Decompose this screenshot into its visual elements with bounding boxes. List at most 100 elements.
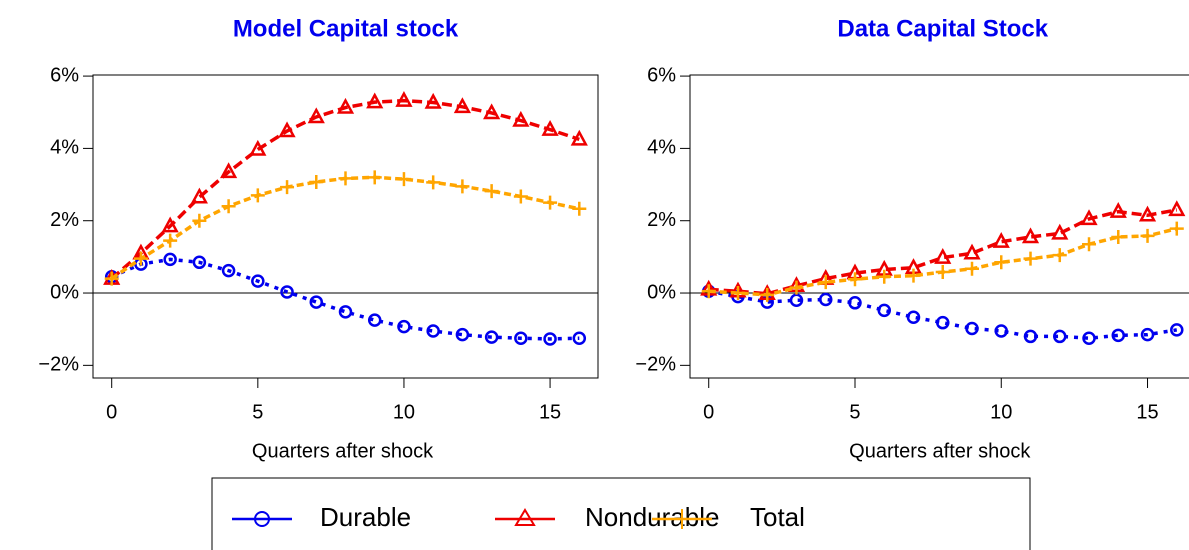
marker-triangle <box>570 129 588 146</box>
marker-triangle <box>336 97 355 114</box>
marker-circle <box>965 321 979 336</box>
marker-circle <box>221 263 236 278</box>
marker-circle <box>1053 329 1067 344</box>
marker-plus <box>543 195 558 210</box>
marker-circle <box>397 319 411 334</box>
marker-plus <box>133 251 148 266</box>
y-tick-label: −2% <box>38 354 79 376</box>
marker-triangle <box>395 91 413 107</box>
marker-circle <box>251 274 265 288</box>
marker-plus <box>104 271 119 286</box>
marker-triangle <box>307 107 325 124</box>
legend-label: Total <box>750 502 805 532</box>
x-tick-label: 15 <box>539 401 561 423</box>
marker-plus <box>877 269 892 284</box>
marker-plus <box>965 261 980 276</box>
marker-circle <box>994 324 1009 338</box>
marker-triangle <box>161 216 179 233</box>
marker-plus <box>847 272 862 287</box>
x-tick-label: 15 <box>1136 401 1158 423</box>
marker-circle <box>1111 328 1126 343</box>
x-tick-label: 0 <box>106 401 117 423</box>
y-tick-label: 4% <box>647 137 676 159</box>
marker-triangle <box>1080 209 1098 226</box>
marker-circle <box>484 330 499 344</box>
marker-triangle <box>278 121 296 138</box>
marker-circle <box>789 293 804 308</box>
marker-plus <box>994 255 1009 270</box>
marker-triangle <box>453 97 471 114</box>
marker-circle <box>309 295 324 309</box>
marker-plus <box>730 286 745 301</box>
marker-circle <box>848 296 862 310</box>
series-line <box>111 257 580 341</box>
y-tick-label: 6% <box>647 64 676 86</box>
marker-plus <box>701 284 716 299</box>
series-line <box>708 289 1178 340</box>
marker-plus <box>760 287 775 302</box>
x-axis-label: Quarters after shock <box>252 440 434 462</box>
marker-plus <box>789 280 804 295</box>
x-tick-label: 10 <box>393 401 415 423</box>
x-tick-label: 10 <box>990 401 1012 423</box>
marker-plus <box>396 172 411 187</box>
marker-circle <box>572 331 587 345</box>
y-tick-label: 2% <box>50 209 79 231</box>
marker-circle <box>1140 327 1155 342</box>
x-tick-label: 0 <box>703 401 714 423</box>
marker-circle <box>163 252 177 267</box>
plot-box <box>92 74 599 379</box>
marker-plus <box>367 170 382 185</box>
chart-title: Data Capital Stock <box>837 15 1048 42</box>
marker-triangle <box>366 92 384 109</box>
marker-circle <box>936 315 950 330</box>
plot-box <box>689 74 1189 379</box>
marker-plus <box>455 179 470 194</box>
marker-plus <box>935 265 950 280</box>
series-line <box>110 175 580 281</box>
y-tick-label: 0% <box>647 281 676 303</box>
marker-triangle <box>1168 200 1186 217</box>
marker-plus <box>309 175 324 190</box>
marker-plus <box>192 213 207 228</box>
marker-triangle <box>483 103 501 120</box>
y-tick-label: −2% <box>635 354 676 376</box>
y-tick-label: 6% <box>50 64 79 86</box>
marker-circle <box>906 310 921 325</box>
marker-plus <box>513 189 528 204</box>
marker-triangle <box>190 187 208 204</box>
marker-triangle <box>1138 205 1157 222</box>
marker-triangle <box>1109 202 1127 218</box>
legend-marker <box>514 508 536 526</box>
chart-title: Model Capital stock <box>233 15 459 42</box>
marker-plus <box>250 188 265 203</box>
marker-circle <box>280 285 294 299</box>
marker-circle <box>818 292 833 307</box>
marker-triangle <box>1051 223 1069 240</box>
marker-triangle <box>963 243 981 260</box>
marker-triangle <box>541 119 559 136</box>
marker-triangle <box>249 139 267 156</box>
marker-circle <box>192 255 207 270</box>
legend-label: Nondurable <box>585 502 719 532</box>
marker-plus <box>1082 237 1097 252</box>
marker-circle <box>338 305 353 319</box>
y-tick-label: 2% <box>647 209 676 231</box>
marker-circle <box>1082 331 1096 345</box>
marker-plus <box>1111 229 1126 244</box>
marker-plus <box>1052 248 1067 263</box>
marker-plus <box>484 184 499 199</box>
marker-triangle <box>512 110 530 127</box>
x-axis-label: Quarters after shock <box>849 440 1031 462</box>
marker-plus <box>818 275 833 290</box>
marker-plus <box>426 175 441 190</box>
x-tick-label: 5 <box>252 401 263 423</box>
x-tick-label: 5 <box>849 401 860 423</box>
marker-plus <box>221 199 236 214</box>
series-line <box>110 98 580 280</box>
marker-triangle <box>992 232 1010 248</box>
marker-circle <box>1170 323 1184 337</box>
marker-plus <box>1169 221 1184 236</box>
